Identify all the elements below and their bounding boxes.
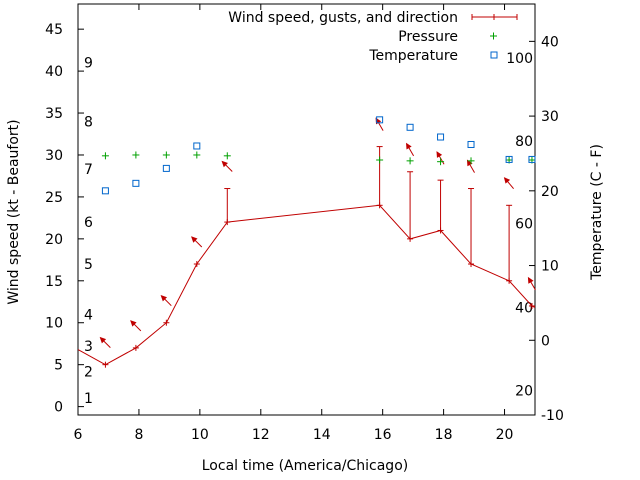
y-tick-label: 30 (45, 148, 63, 164)
wind-speed-point (102, 361, 109, 368)
wind-direction-arrow (191, 236, 203, 248)
x-tick-label: 8 (134, 427, 143, 443)
y2-tick-label: 10 (541, 259, 559, 275)
plot-border (77, 3, 536, 416)
wind-speed-point (506, 277, 513, 284)
legend-label-temperature: Temperature (368, 48, 458, 64)
wind-speed-line (78, 204, 535, 366)
y2-tick-label: 0 (541, 333, 550, 349)
temperature-point (406, 123, 414, 131)
x-tick-label: 18 (435, 427, 453, 443)
legend-label-wind: Wind speed, gusts, and direction (228, 10, 458, 26)
wind-direction-arrow (160, 294, 172, 307)
wind-speed-point (528, 302, 535, 309)
temperature-point (437, 133, 445, 141)
x-tick-label: 14 (313, 427, 331, 443)
y-tick-label: 25 (45, 190, 63, 206)
y-axis-right: -10 0 10 20 30 40 (529, 34, 564, 424)
wind-speed-series (78, 202, 535, 368)
x-tick-label: 16 (374, 427, 392, 443)
y2-tick-label: 40 (541, 34, 559, 50)
y-tick-label: 0 (54, 400, 63, 416)
wind-speed-point (224, 219, 231, 226)
beaufort-scale: 1 2 3 4 5 6 7 8 9 (84, 56, 93, 408)
wind-direction-arrows (99, 117, 536, 348)
pressure-point (132, 151, 140, 159)
pressure-point (376, 156, 384, 164)
wind-speed-point (132, 344, 139, 351)
x-tick-label: 20 (496, 427, 514, 443)
temperature-point (162, 164, 170, 172)
y-tick-label: 35 (45, 106, 63, 122)
beaufort-label: 8 (84, 114, 93, 130)
x-axis-title: Local time (America/Chicago) (202, 458, 408, 474)
x-tick-label: 6 (74, 427, 83, 443)
temperature-point (376, 116, 384, 124)
beaufort-label: 5 (84, 257, 93, 273)
pressure-point (193, 151, 201, 159)
beaufort-label: 4 (84, 307, 93, 323)
wind-direction-arrow (527, 276, 536, 291)
beaufort-label: 7 (84, 162, 93, 178)
pressure-point (467, 157, 475, 165)
fahrenheit-label: 20 (515, 383, 533, 399)
wind-direction-arrow (406, 142, 415, 157)
y2-tick-label: -10 (541, 408, 564, 424)
y2-tick-label: 30 (541, 109, 559, 125)
temperature-point (467, 140, 475, 148)
wind-direction-arrow (99, 336, 111, 348)
legend-label-pressure: Pressure (398, 29, 458, 45)
wind-direction-arrow (375, 117, 384, 131)
wind-direction-arrow (130, 320, 142, 332)
wind-direction-arrow (466, 159, 475, 173)
plot-frame (77, 3, 536, 416)
wind-direction-arrow (503, 177, 514, 189)
wind-direction-arrow (221, 160, 233, 172)
y-tick-label: 45 (45, 22, 63, 38)
fahrenheit-label: 100 (506, 51, 533, 67)
beaufort-label: 9 (84, 56, 93, 72)
fahrenheit-scale: 20 40 60 80 100 (506, 51, 533, 400)
temperature-point (505, 155, 513, 163)
wind-speed-point (437, 227, 444, 234)
wind-speed-point (376, 202, 383, 209)
y-tick-label: 40 (45, 64, 63, 80)
fahrenheit-label: 60 (515, 217, 533, 233)
fahrenheit-label: 40 (515, 300, 533, 316)
legend: Wind speed, gusts, and direction Pressure… (228, 10, 518, 64)
wind-speed-point (193, 261, 200, 268)
y-axis-title: Wind speed (kt - Beaufort) (6, 119, 22, 304)
y-tick-label: 10 (45, 316, 63, 332)
temperature-point (132, 179, 140, 187)
wind-speed-point (163, 319, 170, 326)
wind-speed-point (468, 261, 475, 268)
pressure-point (162, 151, 170, 159)
fahrenheit-label: 80 (515, 134, 533, 150)
y2-axis-title: Temperature (C - F) (589, 144, 605, 281)
wind-speed-point (407, 235, 414, 242)
beaufort-label: 3 (84, 339, 93, 355)
pressure-point (101, 152, 109, 160)
x-tick-label: 12 (252, 427, 270, 443)
y-tick-label: 20 (45, 232, 63, 248)
y-tick-label: 15 (45, 274, 63, 290)
beaufort-label: 2 (84, 364, 93, 380)
y-tick-label: 5 (54, 358, 63, 374)
beaufort-label: 1 (84, 391, 93, 407)
temperature-series (101, 116, 536, 195)
y-axis-left: 0 5 10 15 20 25 30 35 40 45 (45, 22, 84, 416)
pressure-point (406, 157, 414, 165)
gust-bars (224, 146, 513, 281)
beaufort-label: 6 (84, 215, 93, 231)
legend-swatch-temperature (490, 51, 498, 59)
temperature-point (528, 155, 536, 163)
pressure-point (437, 158, 445, 166)
temperature-point (101, 187, 109, 195)
x-axis: 6 8 10 12 14 16 18 20 (74, 4, 514, 443)
pressure-point (223, 152, 231, 160)
x-tick-label: 10 (191, 427, 209, 443)
temperature-point (193, 142, 201, 150)
y2-tick-label: 20 (541, 184, 559, 200)
